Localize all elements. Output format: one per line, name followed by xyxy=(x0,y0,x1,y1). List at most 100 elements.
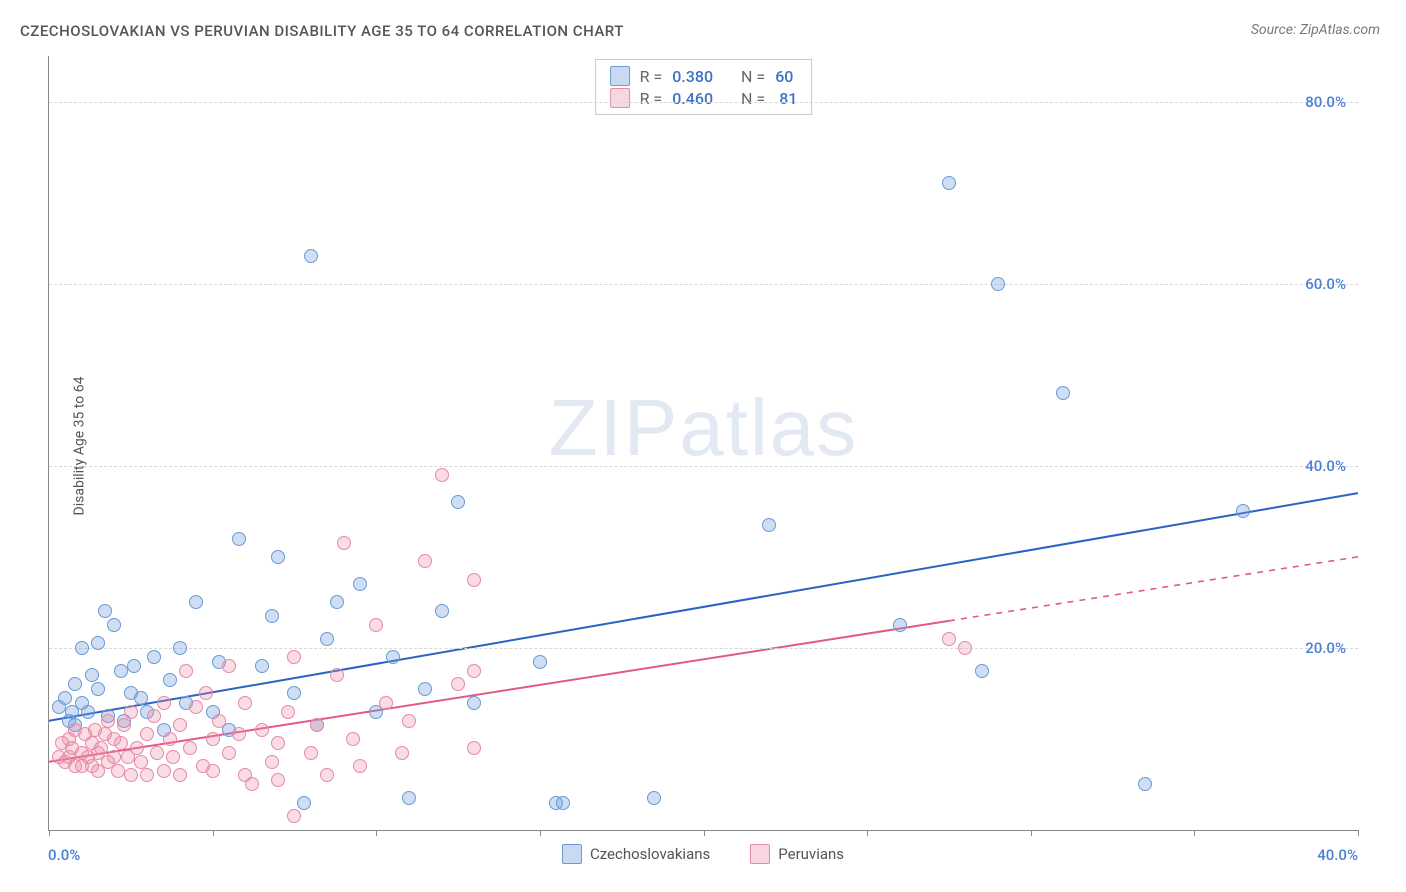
data-point-czech xyxy=(85,668,99,682)
data-point-peru xyxy=(107,750,121,764)
legend-label-czech: Czechoslovakians xyxy=(590,845,710,863)
x-tick xyxy=(49,830,50,836)
data-point-peru xyxy=(140,768,154,782)
data-point-czech xyxy=(353,577,367,591)
data-point-peru xyxy=(212,714,226,728)
r-value-peru: 0.460 xyxy=(672,89,713,108)
stats-legend-box: R = 0.380 N = 60 R = 0.460 N = 81 xyxy=(595,59,813,115)
data-point-peru xyxy=(330,668,344,682)
stats-row-peru: R = 0.460 N = 81 xyxy=(610,88,798,108)
x-tick xyxy=(704,830,705,836)
data-point-czech xyxy=(893,618,907,632)
gridline xyxy=(49,284,1358,285)
data-point-czech xyxy=(402,791,416,805)
data-point-peru xyxy=(346,732,360,746)
data-point-peru xyxy=(304,746,318,760)
data-point-czech xyxy=(330,595,344,609)
data-point-czech xyxy=(107,618,121,632)
data-point-peru xyxy=(353,759,367,773)
data-point-peru xyxy=(395,746,409,760)
data-point-czech xyxy=(58,691,72,705)
data-point-peru xyxy=(130,741,144,755)
n-value-peru: 81 xyxy=(779,89,797,108)
data-point-czech xyxy=(163,673,177,687)
data-point-peru xyxy=(271,773,285,787)
data-point-peru xyxy=(189,700,203,714)
data-point-czech xyxy=(271,550,285,564)
data-point-czech xyxy=(91,682,105,696)
data-point-czech xyxy=(114,664,128,678)
data-point-peru xyxy=(173,718,187,732)
y-tick-label: 40.0% xyxy=(1305,457,1346,475)
data-point-peru xyxy=(157,696,171,710)
data-point-peru xyxy=(467,741,481,755)
data-point-peru xyxy=(134,755,148,769)
data-point-czech xyxy=(127,659,141,673)
data-point-czech xyxy=(287,686,301,700)
data-point-czech xyxy=(232,532,246,546)
data-point-czech xyxy=(297,796,311,810)
data-point-czech xyxy=(134,691,148,705)
data-point-peru xyxy=(183,741,197,755)
watermark-rest: atlas xyxy=(679,383,858,472)
data-point-czech xyxy=(91,636,105,650)
series-legend: Czechoslovakians Peruvians xyxy=(562,844,844,864)
data-point-peru xyxy=(124,768,138,782)
data-point-peru xyxy=(958,641,972,655)
data-point-peru xyxy=(942,632,956,646)
data-point-peru xyxy=(467,573,481,587)
data-point-peru xyxy=(238,696,252,710)
x-tick xyxy=(213,830,214,836)
data-point-peru xyxy=(140,727,154,741)
data-point-czech xyxy=(647,791,661,805)
data-point-czech xyxy=(1138,777,1152,791)
data-point-peru xyxy=(157,764,171,778)
data-point-czech xyxy=(255,659,269,673)
data-point-peru xyxy=(147,709,161,723)
legend-item-peru: Peruvians xyxy=(750,844,844,864)
data-point-czech xyxy=(386,650,400,664)
trendline-czech xyxy=(49,493,1358,721)
r-label: R = xyxy=(640,67,663,86)
data-point-czech xyxy=(467,696,481,710)
data-point-czech xyxy=(147,650,161,664)
data-point-peru xyxy=(173,768,187,782)
data-point-peru xyxy=(117,718,131,732)
data-point-peru xyxy=(310,718,324,732)
data-point-czech xyxy=(1236,504,1250,518)
data-point-peru xyxy=(94,741,108,755)
data-point-czech xyxy=(991,277,1005,291)
data-point-peru xyxy=(166,750,180,764)
swatch-czech-icon xyxy=(610,66,630,86)
data-point-czech xyxy=(265,609,279,623)
data-point-peru xyxy=(402,714,416,728)
trend-lines-svg xyxy=(49,56,1358,830)
y-tick-label: 20.0% xyxy=(1305,639,1346,657)
chart-title: CZECHOSLOVAKIAN VS PERUVIAN DISABILITY A… xyxy=(20,22,624,40)
y-tick-label: 80.0% xyxy=(1305,93,1346,111)
x-tick xyxy=(1194,830,1195,836)
data-point-peru xyxy=(206,732,220,746)
data-point-czech xyxy=(173,641,187,655)
gridline xyxy=(49,466,1358,467)
swatch-peru-icon xyxy=(750,844,770,864)
data-point-peru xyxy=(418,554,432,568)
swatch-czech-icon xyxy=(562,844,582,864)
data-point-peru xyxy=(287,650,301,664)
r-label: R = xyxy=(640,89,663,108)
data-point-peru xyxy=(199,686,213,700)
legend-item-czech: Czechoslovakians xyxy=(562,844,710,864)
x-tick xyxy=(376,830,377,836)
gridline xyxy=(49,102,1358,103)
n-value-czech: 60 xyxy=(775,67,793,86)
data-point-czech xyxy=(435,604,449,618)
x-tick xyxy=(540,830,541,836)
chart-plot-area: ZIPatlas R = 0.380 N = 60 R = 0.460 N = … xyxy=(48,56,1358,831)
data-point-peru xyxy=(255,723,269,737)
watermark-bold: ZIP xyxy=(549,383,679,472)
data-point-czech xyxy=(942,176,956,190)
data-point-peru xyxy=(124,705,138,719)
legend-label-peru: Peruvians xyxy=(778,845,844,863)
data-point-peru xyxy=(271,736,285,750)
data-point-peru xyxy=(101,714,115,728)
